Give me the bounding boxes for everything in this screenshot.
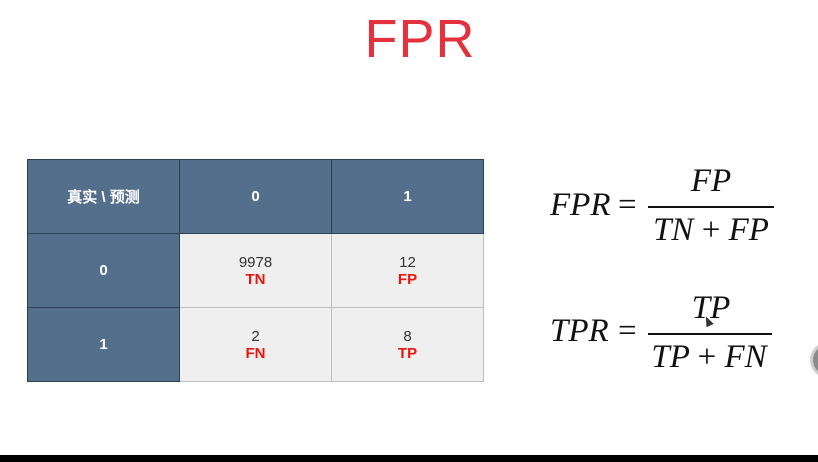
column-header-0: 0 <box>179 159 332 234</box>
cell-value: 8 <box>403 327 412 345</box>
denominator-term-a: TP <box>651 339 690 375</box>
plus-operator: + <box>697 339 717 375</box>
fraction-bar <box>648 206 774 208</box>
cell-value: 9978 <box>238 253 273 271</box>
table-row: 0 9978 TN 12 FP <box>27 233 484 308</box>
matrix-cell-tp: 8 TP <box>331 307 484 382</box>
cell-label: FP <box>397 270 418 288</box>
cell-label: FN <box>245 344 266 362</box>
cell-label: TP <box>397 344 418 362</box>
cell-value: 2 <box>251 327 260 345</box>
bottom-black-bar <box>0 455 818 462</box>
row-header-1: 1 <box>27 307 180 382</box>
table-header-row: 真实 \ 预测 0 1 <box>27 159 484 234</box>
matrix-cell-fp: 12 FP <box>331 233 484 308</box>
slide-title: FPR <box>364 9 476 69</box>
denominator-term-b: FP <box>728 212 769 248</box>
denominator-term-a: TN <box>653 212 694 248</box>
cell-label: TN <box>245 270 266 288</box>
fraction-bar <box>648 333 772 335</box>
table-row: 1 2 FN 8 TP <box>27 307 484 382</box>
row-header-0: 0 <box>27 233 180 308</box>
formula-denominator: TP + FN <box>646 339 772 376</box>
cell-value: 12 <box>399 253 416 271</box>
formula-equals: = <box>618 187 637 223</box>
formula-lhs: FPR <box>550 187 611 223</box>
formula-denominator: TN + FP <box>648 212 774 249</box>
plus-operator: + <box>701 212 721 248</box>
matrix-cell-tn: 9978 TN <box>179 233 332 308</box>
column-header-1: 1 <box>331 159 484 234</box>
confusion-matrix-table: 真实 \ 预测 0 1 0 9978 TN 12 FP 1 2 FN 8 TP <box>27 159 484 382</box>
formula-numerator: FP <box>690 163 732 199</box>
corner-header-cell: 真实 \ 预测 <box>27 159 180 234</box>
webcam-bubble-icon <box>810 342 818 378</box>
matrix-cell-fn: 2 FN <box>179 307 332 382</box>
formula-lhs: TPR <box>550 313 609 349</box>
denominator-term-b: FN <box>724 339 767 375</box>
formula-equals: = <box>618 313 637 349</box>
formula-numerator: TP <box>691 290 731 326</box>
